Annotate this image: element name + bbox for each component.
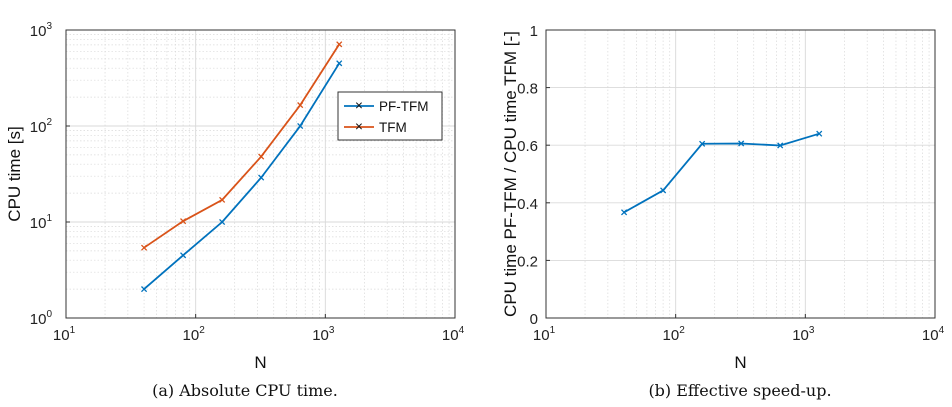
data-point <box>219 218 226 226</box>
x-tick-label: 103 <box>792 325 815 344</box>
data-point <box>777 142 784 149</box>
data-point <box>141 244 148 251</box>
legend-marker-tfm: × <box>355 119 363 134</box>
series-lines <box>141 41 343 293</box>
grid-lines <box>545 29 935 319</box>
x-tick-exponent: 3 <box>809 325 815 336</box>
y-tick-label: 0.4 <box>517 196 538 213</box>
series-line-pf-tfm <box>143 62 340 290</box>
x-tick-label: 104 <box>442 325 465 344</box>
caption-b: (b) Effective speed-up. <box>648 381 831 400</box>
data-point <box>258 153 265 160</box>
y-tick-exponent: 1 <box>46 213 52 224</box>
data-point <box>336 41 343 48</box>
legend: × PF-TFM × TFM <box>337 91 443 141</box>
data-point <box>738 140 745 147</box>
series-lines <box>621 130 823 216</box>
data-point <box>816 130 823 137</box>
x-tick-exponent: 2 <box>199 325 205 336</box>
y-tick-label: 103 <box>30 21 53 40</box>
y-tick-label: 1 <box>530 23 538 40</box>
data-point <box>180 252 187 259</box>
x-tick-exponent: 4 <box>459 325 465 336</box>
y-tick-exponent: 0 <box>46 309 52 320</box>
x-tick-exponent: 3 <box>329 325 335 336</box>
data-point <box>258 174 265 181</box>
legend-label-tfm: TFM <box>379 120 407 135</box>
y-tick-label: 100 <box>30 309 53 328</box>
y-tick-exponent: 3 <box>46 21 52 32</box>
y-axis-label: CPU time [s] <box>5 126 24 221</box>
data-point <box>660 187 667 194</box>
legend-marker-pf-tfm: × <box>355 98 363 113</box>
y-tick-label: 0.2 <box>517 253 538 270</box>
series-line-ratio <box>623 132 820 214</box>
x-tick-label: 104 <box>922 325 945 344</box>
x-axis-label: N <box>734 353 746 372</box>
data-point <box>297 102 304 109</box>
legend-label-pf-tfm: PF-TFM <box>379 99 429 114</box>
grid-lines <box>65 30 455 319</box>
plot-frame <box>65 29 456 319</box>
x-tick-label: 103 <box>312 325 335 344</box>
y-tick-label: 102 <box>30 117 53 136</box>
x-tick-exponent: 2 <box>679 325 685 336</box>
x-tick-exponent: 1 <box>550 325 556 336</box>
data-point <box>621 209 628 216</box>
series-line-tfm <box>143 43 340 249</box>
y-tick-label: 0.6 <box>517 138 538 155</box>
legend-box <box>337 91 443 141</box>
x-tick-exponent: 4 <box>939 325 945 336</box>
data-point <box>219 196 226 203</box>
caption-a: (a) Absolute CPU time. <box>152 381 338 400</box>
data-point <box>141 286 148 293</box>
x-tick-label: 101 <box>53 325 76 344</box>
data-point <box>180 218 187 225</box>
plot-frame <box>545 29 936 319</box>
x-tick-exponent: 1 <box>70 325 76 336</box>
y-tick-exponent: 2 <box>46 117 52 128</box>
x-tick-label: 102 <box>663 325 686 344</box>
x-tick-label: 102 <box>183 325 206 344</box>
y-tick-label: 0 <box>530 311 538 328</box>
data-point <box>297 122 304 130</box>
x-axis-label: N <box>254 353 266 372</box>
data-point <box>336 60 343 67</box>
y-tick-label: 101 <box>30 213 53 232</box>
y-axis-label: CPU time PF-TFM / CPU time TFM [-] <box>501 31 520 317</box>
y-tick-label: 0.8 <box>517 81 538 98</box>
data-point <box>699 140 706 147</box>
